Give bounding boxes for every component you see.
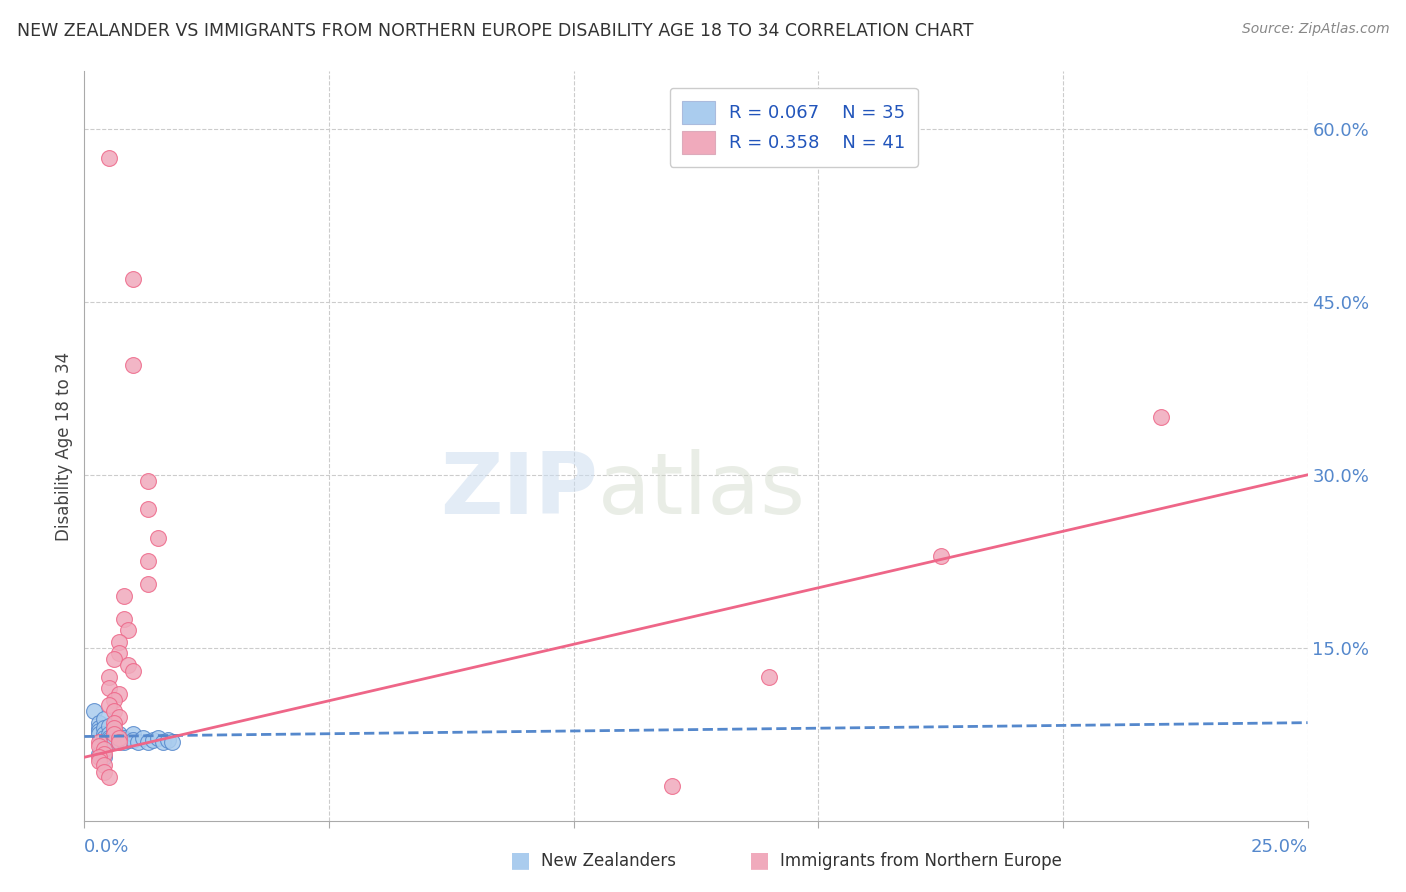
Point — [87, 747, 110, 761]
Text: ■: ■ — [749, 850, 769, 870]
Point — [136, 554, 159, 568]
Point — [103, 723, 125, 738]
Point — [83, 704, 105, 718]
Point — [127, 735, 149, 749]
Point — [112, 589, 135, 603]
Point — [122, 664, 145, 678]
Point — [146, 731, 169, 745]
Point — [136, 474, 159, 488]
Point — [122, 359, 145, 373]
Point — [146, 531, 169, 545]
Text: Source: ZipAtlas.com: Source: ZipAtlas.com — [1241, 22, 1389, 37]
Point — [103, 735, 125, 749]
Text: New Zealanders: New Zealanders — [541, 852, 676, 870]
Point — [132, 731, 155, 745]
Point — [112, 612, 135, 626]
Point — [97, 733, 120, 747]
Point — [152, 735, 174, 749]
Point — [103, 722, 125, 736]
Point — [122, 727, 145, 741]
Point — [87, 754, 110, 768]
Point — [97, 731, 120, 745]
Point — [112, 735, 135, 749]
Point — [117, 658, 139, 673]
Point — [136, 502, 159, 516]
Point — [117, 624, 139, 638]
Point — [103, 727, 125, 741]
Point — [136, 577, 159, 591]
Point — [87, 722, 110, 736]
Point — [107, 727, 129, 741]
Point — [93, 742, 115, 756]
Point — [929, 549, 952, 563]
Point — [87, 735, 110, 749]
Point — [142, 733, 165, 747]
Point — [97, 770, 120, 784]
Text: atlas: atlas — [598, 450, 806, 533]
Point — [122, 272, 145, 286]
Text: 25.0%: 25.0% — [1250, 838, 1308, 856]
Point — [97, 698, 120, 713]
Point — [93, 758, 115, 772]
Point — [117, 733, 139, 747]
Point — [97, 151, 120, 165]
Point — [122, 733, 145, 747]
Point — [661, 779, 683, 793]
Point — [97, 719, 120, 733]
Point — [107, 635, 129, 649]
Point — [93, 722, 115, 736]
Text: 0.0%: 0.0% — [84, 838, 129, 856]
Point — [93, 765, 115, 780]
Point — [87, 750, 110, 764]
Point — [93, 731, 115, 745]
Text: ZIP: ZIP — [440, 450, 598, 533]
Point — [103, 731, 125, 745]
Point — [156, 733, 179, 747]
Point — [97, 681, 120, 695]
Text: ■: ■ — [510, 850, 530, 870]
Point — [107, 710, 129, 724]
Point — [103, 715, 125, 730]
Point — [87, 723, 110, 738]
Point — [1150, 410, 1173, 425]
Point — [97, 735, 120, 749]
Point — [87, 739, 110, 753]
Point — [93, 727, 115, 741]
Point — [87, 727, 110, 741]
Point — [107, 731, 129, 745]
Point — [162, 735, 184, 749]
Point — [107, 731, 129, 745]
Point — [97, 669, 120, 683]
Y-axis label: Disability Age 18 to 34: Disability Age 18 to 34 — [55, 351, 73, 541]
Point — [103, 652, 125, 666]
Point — [93, 747, 115, 761]
Text: Immigrants from Northern Europe: Immigrants from Northern Europe — [780, 852, 1062, 870]
Point — [103, 704, 125, 718]
Point — [93, 750, 115, 764]
Point — [103, 692, 125, 706]
Point — [112, 731, 135, 745]
Point — [107, 735, 129, 749]
Point — [107, 735, 129, 749]
Point — [758, 669, 780, 683]
Text: NEW ZEALANDER VS IMMIGRANTS FROM NORTHERN EUROPE DISABILITY AGE 18 TO 34 CORRELA: NEW ZEALANDER VS IMMIGRANTS FROM NORTHER… — [17, 22, 973, 40]
Point — [107, 647, 129, 661]
Point — [97, 727, 120, 741]
Point — [136, 735, 159, 749]
Point — [87, 715, 110, 730]
Point — [93, 712, 115, 726]
Point — [107, 687, 129, 701]
Legend: R = 0.067    N = 35, R = 0.358    N = 41: R = 0.067 N = 35, R = 0.358 N = 41 — [669, 88, 918, 167]
